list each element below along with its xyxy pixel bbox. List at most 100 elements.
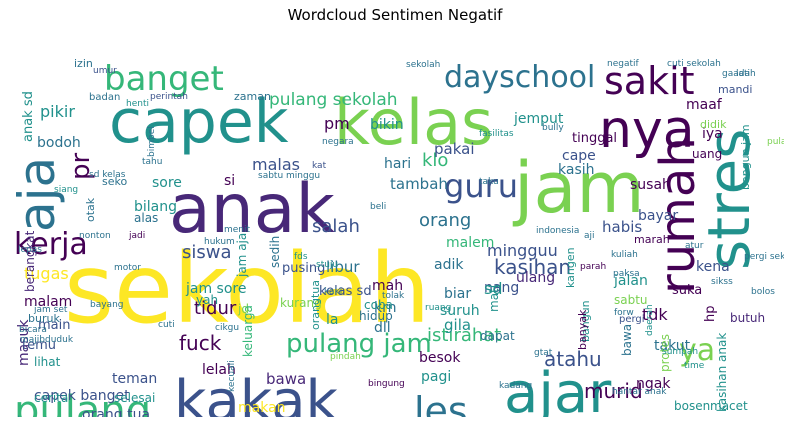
word-gaada: gaada [722, 69, 750, 79]
word-ya: ya [679, 333, 715, 368]
word-temu: temu [22, 338, 56, 353]
word-aja: aja [14, 157, 66, 232]
word-orangtua: orangtua [309, 280, 322, 330]
word-nya: nya [599, 100, 695, 160]
word-sabtu-minggu: sabtu minggu [258, 171, 320, 181]
word-nang: nang [484, 280, 519, 296]
word-jemput: jemput [513, 111, 564, 127]
word-malem: malem [446, 235, 494, 251]
word-stuju: stuju [316, 260, 338, 270]
word-cuti: cuti [158, 320, 175, 330]
word-kat: kat [312, 161, 327, 171]
word-si: si [224, 173, 235, 189]
word-dll: dll [374, 320, 391, 336]
word-bilang: bilang [134, 199, 177, 215]
word-tdk: tdk [642, 305, 668, 324]
word-selesai: selesai [114, 391, 155, 405]
chart-title: Wordcloud Sentimen Negatif [287, 6, 503, 24]
word-bully: bully [542, 123, 564, 133]
word-coba: coba [364, 298, 393, 312]
word-sekolah: sekolah [406, 60, 440, 70]
word-capek: capek [109, 87, 289, 157]
word-suruh: suruh [440, 303, 480, 319]
word-cikgu: cikgu [215, 323, 239, 333]
word-bawa: bawa [620, 324, 634, 356]
word-banget: banget [104, 59, 224, 99]
word-sore: sore [152, 175, 182, 191]
word-mah: mah [372, 278, 403, 294]
word-henti: henti [126, 99, 149, 109]
word-bingung: bingung [368, 379, 405, 389]
word-perintah: perintah [150, 92, 188, 102]
word-paksa: paksa [613, 269, 640, 279]
word-guru: guru [444, 167, 518, 205]
word-kaki: kaki [324, 287, 342, 297]
word-murid: murid [584, 379, 643, 403]
word-suka: suka [672, 283, 702, 298]
word-les: les [414, 389, 468, 417]
word-jadi: jadi [128, 231, 145, 241]
word-tinggal: tinggal [572, 131, 617, 146]
word-motor: motor [114, 263, 141, 273]
word-tugas: tugas [24, 264, 69, 283]
word-tolak: tolak [382, 291, 405, 301]
word-libur: libur [326, 258, 360, 276]
word-capek-banget: capek banget [34, 388, 130, 404]
word-bicara: bicara [19, 325, 47, 335]
word-kangen: kangen [564, 247, 577, 288]
word-cape: cape [562, 148, 596, 164]
word-sakit: sakit [604, 59, 695, 103]
word-hantar-anak: hantar anak [612, 387, 667, 397]
word-siang: siang [54, 185, 78, 195]
word-pulang-jam: pulang jam [286, 329, 432, 359]
word-kakak: kakak [174, 369, 339, 417]
word-marah: marah [634, 233, 670, 246]
word-kuliah: kuliah [611, 250, 638, 260]
word-ulang: ulang [516, 270, 555, 286]
word-mati: mati [487, 285, 501, 312]
word-teman: teman [112, 371, 157, 387]
word-salah: salah [312, 216, 360, 237]
word-hari: hari [384, 156, 411, 172]
word-beli: beli [370, 202, 386, 212]
word-bawa: bawa [266, 370, 306, 388]
word-pergi: pergi [619, 314, 645, 325]
word-umur: umur [93, 66, 117, 76]
word-jam: jam [512, 147, 645, 229]
word-mingguu: mingguu [487, 241, 558, 260]
word-protes: protes [658, 334, 672, 372]
word-berat: berat [17, 414, 49, 417]
word-taku: taku [479, 177, 499, 187]
word-daerah: daerah [645, 304, 655, 336]
word-alas: alas [134, 211, 158, 225]
word-pikir: pikir [40, 102, 75, 121]
word-orang-tua: orang tua [82, 407, 150, 417]
word-cerita: cerita [34, 391, 68, 405]
word-fds: fds [294, 252, 308, 262]
word-bimbel: bimbel [147, 126, 157, 157]
word-sikss: sikss [711, 277, 733, 287]
word-forw: forw [614, 308, 634, 318]
word-sd: sd [484, 279, 503, 298]
word-jalan: jalan [613, 273, 648, 289]
word-butuh: butuh [730, 311, 765, 325]
word-anak: anak [169, 170, 335, 249]
word-kasihan-anak: kasihan anak [715, 333, 729, 412]
word-pakai: pakai [434, 140, 475, 158]
word-zaman: zaman [234, 90, 271, 103]
word-atahu: atahu [544, 347, 602, 371]
word-bayar: bayar [638, 208, 678, 224]
word-main: main [38, 318, 70, 333]
word-lelah: lelah [202, 362, 236, 378]
word-lihat: lihat [34, 355, 61, 369]
word-masuk: masuk [16, 319, 32, 366]
word-berangkat: berangkat [23, 230, 37, 292]
word-adik: adik [434, 257, 464, 273]
word-buruk: buruk [28, 312, 60, 325]
word-bikin: bikin [370, 117, 404, 133]
word-latih: latih [736, 69, 756, 79]
word-malas: malas [252, 155, 300, 174]
wordcloud: sekolah anak jam kakak capek kelas ajar nya aja s… [14, 32, 784, 417]
word-bosen: bosen [674, 399, 710, 413]
word-siswa: siswa [182, 242, 232, 263]
